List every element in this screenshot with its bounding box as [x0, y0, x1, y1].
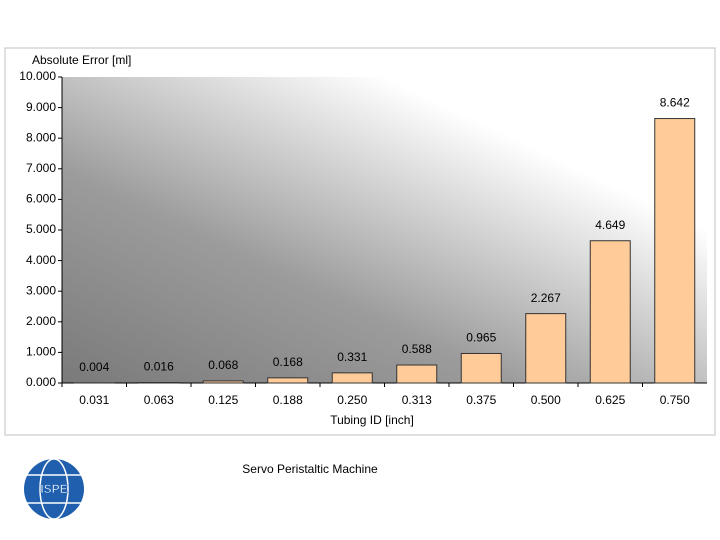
y-tick-label: 4.000: [26, 253, 56, 267]
y-tick-label: 2.000: [26, 314, 56, 328]
value-label: 0.331: [337, 350, 367, 364]
value-label: 0.016: [144, 360, 174, 374]
y-tick-label: 7.000: [26, 161, 56, 175]
bar: [202, 380, 244, 384]
logo-meridian: [39, 458, 69, 520]
y-tick-label: 8.000: [26, 130, 56, 144]
x-tick-label: 0.313: [402, 393, 432, 407]
y-axis-label: Absolute Error [ml]: [32, 53, 131, 67]
x-tick-label: 0.500: [531, 393, 561, 407]
value-label: 4.649: [595, 218, 625, 232]
bar: [396, 364, 438, 384]
value-label: 2.267: [531, 291, 561, 305]
x-tick-label: 0.750: [660, 393, 690, 407]
logo-globe: [24, 459, 84, 519]
bar: [331, 372, 373, 384]
logo: ISPE: [24, 458, 84, 520]
bar: [654, 118, 696, 384]
y-tick-label: 10.000: [19, 69, 56, 83]
value-label: 0.168: [273, 355, 303, 369]
x-axis-label: Tubing ID [inch]: [330, 413, 414, 427]
value-label: 0.068: [208, 358, 238, 372]
x-tick-label: 0.250: [337, 393, 367, 407]
x-tick-label: 0.125: [208, 393, 238, 407]
y-tick-label: 1.000: [26, 345, 56, 359]
bar: [525, 313, 567, 384]
value-label: 8.642: [660, 96, 690, 110]
x-tick-label: 0.188: [273, 393, 303, 407]
bar: [460, 352, 502, 384]
value-label: 0.004: [79, 360, 109, 374]
x-tick-label: 0.625: [595, 393, 625, 407]
bar: [267, 377, 309, 384]
y-tick-label: 3.000: [26, 283, 56, 297]
y-tick-label: 5.000: [26, 222, 56, 236]
y-tick-label: 6.000: [26, 192, 56, 206]
y-tick-label: 0.000: [26, 375, 56, 389]
x-tick-label: 0.031: [79, 393, 109, 407]
bar: [589, 240, 631, 384]
value-label: 0.965: [466, 331, 496, 345]
x-tick-label: 0.063: [144, 393, 174, 407]
logo-text: ISPE: [40, 482, 67, 496]
value-label: 0.588: [402, 342, 432, 356]
y-tick-label: 9.000: [26, 100, 56, 114]
x-tick-label: 0.375: [466, 393, 496, 407]
caption: Servo Peristaltic Machine: [242, 462, 378, 476]
